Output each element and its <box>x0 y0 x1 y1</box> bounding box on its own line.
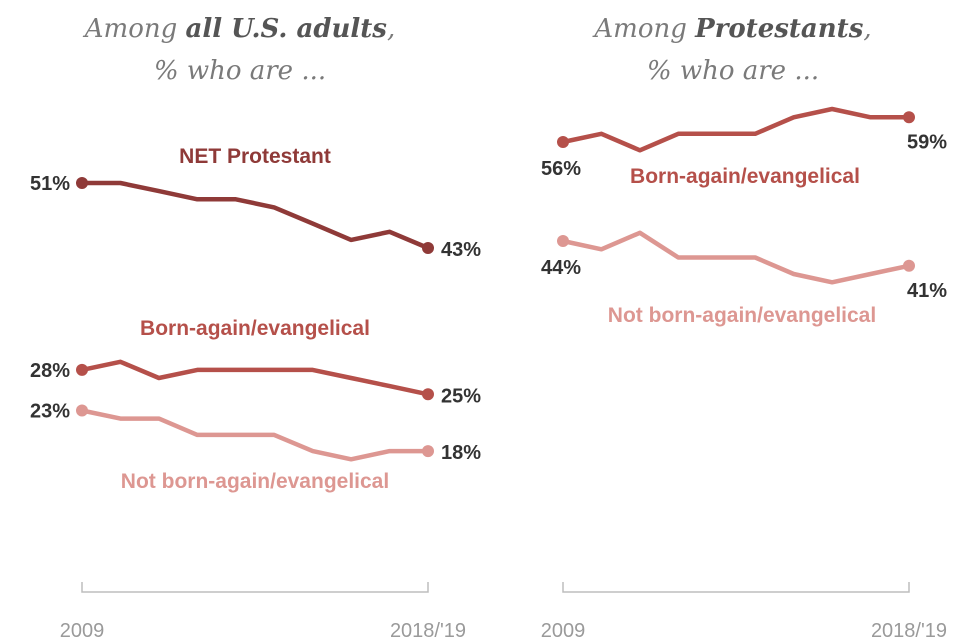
panel-1-end-label-net_protestant: 43% <box>441 239 481 261</box>
panel-1-start-label-net_protestant: 51% <box>30 173 70 195</box>
panel-1-end-point-net_protestant <box>422 242 434 254</box>
panel-2-end-label-not_born_again: 41% <box>907 280 947 302</box>
panel-1-subtitle: Among all U.S. adults, <box>83 14 395 44</box>
panel-2-end-point-born_again <box>903 111 915 124</box>
panel-2-line-born_again <box>560 106 912 153</box>
panel-1-series-name-net_protestant: NET Protestant <box>179 145 331 168</box>
panel-2-end-label-born_again: 59% <box>907 131 947 153</box>
panel-2-x-tick-start: 2009 <box>541 620 586 641</box>
panel-1-start-point-net_protestant <box>76 177 88 189</box>
panel-1-line-net_protestant <box>79 180 431 251</box>
panel-2-start-point-born_again <box>557 136 569 148</box>
panel-1-end-label-born_again: 25% <box>441 385 481 407</box>
panel-2-start-label-not_born_again: 44% <box>541 257 581 279</box>
panel-1-series-name-not_born_again: Not born-again/evangelical <box>121 470 389 493</box>
panel-2-end-point-not_born_again <box>903 259 915 272</box>
panel-1-start-point-not_born_again <box>76 404 88 417</box>
panel-2-series-name-born_again: Born-again/evangelical <box>630 165 860 188</box>
panel-1-start-label-born_again: 28% <box>30 360 70 382</box>
panel-1-line-not_born_again <box>79 408 431 462</box>
panel-2-subtitle-line2: % who are ... <box>647 56 819 86</box>
panel-2-line-not_born_again <box>560 230 912 285</box>
panel-1-start-point-born_again <box>76 363 88 376</box>
panel-2-series-name-not_born_again: Not born-again/evangelical <box>608 304 876 327</box>
panel-1-x-tick-start: 2009 <box>60 620 105 641</box>
panel-2-start-point-not_born_again <box>557 235 569 247</box>
panel-1-x-tick-end: 2018/'19 <box>390 620 466 641</box>
panel-1-x-axis <box>81 582 429 593</box>
panel-1-line-born_again <box>79 359 431 397</box>
panel-1-series-name-born_again: Born-again/evangelical <box>140 317 370 340</box>
panel-2-subtitle: Among Protestants, <box>592 14 871 44</box>
panel-1-end-point-born_again <box>422 388 434 401</box>
panel-1-end-label-not_born_again: 18% <box>441 442 481 464</box>
panel-1-subtitle-line2: % who are ... <box>154 56 326 86</box>
panel-2-x-axis <box>562 582 910 593</box>
panel-1-end-point-not_born_again <box>422 445 434 458</box>
panel-2-x-tick-end: 2018/'19 <box>871 620 947 641</box>
panel-2-start-label-born_again: 56% <box>541 158 581 180</box>
panel-1-start-label-not_born_again: 23% <box>30 401 70 423</box>
